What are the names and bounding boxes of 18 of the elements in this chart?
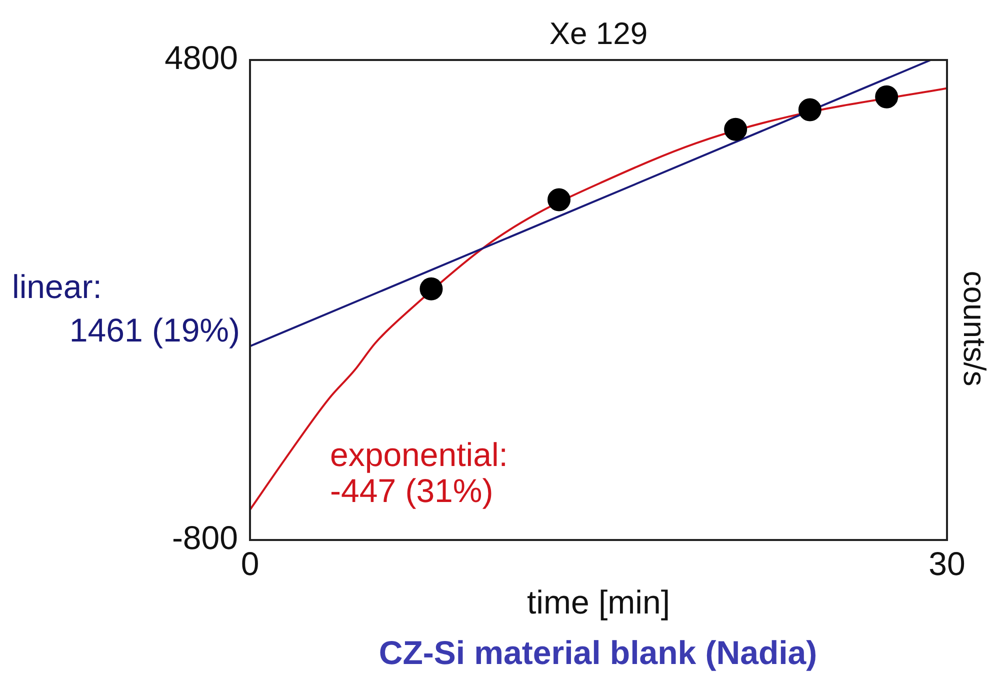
point (875, 85, 898, 108)
x-tick-label: 30 (928, 544, 966, 582)
annotation: 1461 (19%) (69, 311, 240, 348)
series-label: exponential: (330, 436, 508, 473)
point (548, 188, 571, 212)
point (798, 98, 822, 122)
text: CZ-Si material blank (Nadia) (378, 634, 818, 671)
line-series (250, 87, 947, 511)
text: linear: (12, 268, 102, 305)
chart-title: Xe 129 (548, 16, 649, 51)
y-tick-label: 4800 (164, 39, 238, 76)
x-tick-label: 0 (240, 544, 260, 582)
y-tick-label: -800 (172, 519, 238, 556)
point (724, 118, 748, 141)
y-axis-title: counts/s (958, 270, 993, 386)
annotation: -447 (31%) (330, 472, 494, 509)
x-axis-title: time [min] (526, 583, 670, 620)
point (420, 277, 443, 300)
